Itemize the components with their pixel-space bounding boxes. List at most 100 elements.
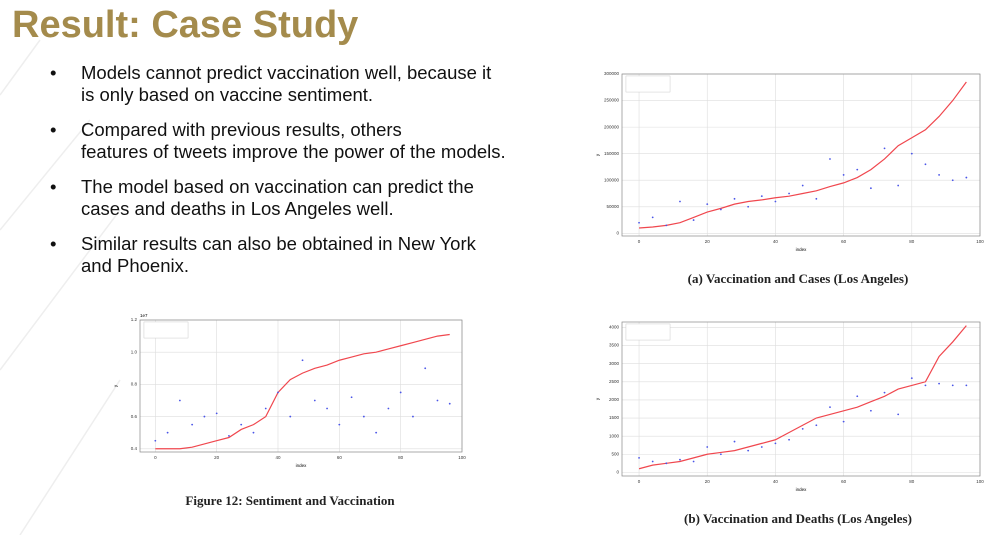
prediction-point bbox=[733, 197, 736, 200]
prediction-point bbox=[951, 179, 954, 182]
prediction-point bbox=[815, 424, 818, 427]
y-tick-label: 1.0 bbox=[131, 349, 138, 354]
y-tick-label: 500 bbox=[611, 451, 619, 456]
y-tick-label: 50000 bbox=[606, 204, 619, 209]
plot-frame bbox=[621, 73, 981, 237]
bullet-line: Compared with previous results, others bbox=[81, 119, 402, 140]
prediction-point bbox=[387, 407, 390, 410]
chart: 0 50000 100000 150000 200000 250000 300000 0 20 4… bbox=[595, 71, 984, 286]
prediction-point bbox=[829, 158, 831, 160]
y-tick-label: 0.6 bbox=[131, 414, 138, 419]
prediction-point bbox=[326, 407, 328, 410]
y-tick-label: 250000 bbox=[604, 98, 620, 103]
figure-caption: (b) Vaccination and Deaths (Los Angeles) bbox=[684, 511, 912, 526]
bullet-line: Similar results can also be obtained in … bbox=[81, 233, 476, 254]
prediction-point bbox=[154, 439, 157, 442]
x-tick-label: 0 bbox=[638, 479, 641, 484]
y-tick-label: 0 bbox=[616, 231, 619, 236]
bullet: Compared with previous results, othersfe… bbox=[50, 119, 570, 163]
prediction-point bbox=[747, 205, 750, 208]
prediction-point bbox=[362, 415, 365, 418]
plot-frame bbox=[139, 319, 463, 453]
bullet-list: Models cannot predict vaccination well, … bbox=[50, 62, 570, 290]
prediction-point bbox=[692, 219, 695, 221]
prediction-point bbox=[760, 195, 763, 198]
prediction-point bbox=[651, 460, 654, 463]
prediction-point bbox=[264, 407, 267, 410]
prediction-point bbox=[375, 431, 378, 434]
bullet-line: and Phoenix. bbox=[81, 255, 190, 276]
prediction-point bbox=[938, 382, 940, 385]
prediction-point bbox=[638, 456, 640, 459]
legend-box bbox=[625, 75, 671, 93]
prediction-point bbox=[801, 184, 804, 187]
prediction-point bbox=[289, 415, 292, 418]
prediction-point bbox=[883, 147, 886, 150]
chart: 0 500 1000 1500 2000 2500 3000 3500 4000 0 20 40 60 8… bbox=[595, 321, 984, 526]
x-tick-label: 80 bbox=[398, 455, 404, 460]
prediction-point bbox=[301, 359, 304, 362]
prediction-point bbox=[788, 192, 790, 195]
prediction-point bbox=[679, 458, 681, 461]
prediction-point bbox=[965, 384, 968, 387]
bullet: Similar results can also be obtained in … bbox=[50, 233, 570, 277]
y-tick-label: 1500 bbox=[609, 415, 620, 420]
prediction-point bbox=[203, 415, 206, 418]
prediction-point bbox=[842, 420, 845, 423]
prediction-point bbox=[350, 396, 353, 399]
figure-caption: (a) Vaccination and Cases (Los Angeles) bbox=[688, 271, 909, 286]
prediction-point bbox=[651, 216, 654, 219]
x-tick-label: 20 bbox=[705, 479, 711, 484]
x-tick-label: 40 bbox=[275, 455, 281, 460]
prediction-point bbox=[424, 367, 427, 370]
bullet: The model based on vaccination can predi… bbox=[50, 176, 570, 220]
prediction-point bbox=[733, 440, 736, 443]
y-tick-label: 4000 bbox=[609, 325, 620, 330]
prediction-point bbox=[692, 460, 695, 463]
prediction-point bbox=[436, 399, 439, 402]
plot-frame bbox=[621, 321, 981, 477]
prediction-point bbox=[215, 412, 218, 415]
prediction-point bbox=[910, 152, 913, 155]
x-tick-label: 20 bbox=[705, 239, 711, 244]
prediction-point bbox=[774, 442, 777, 445]
x-tick-label: 0 bbox=[638, 239, 641, 244]
prediction-point bbox=[842, 174, 845, 176]
y-tick-label: 200000 bbox=[604, 124, 620, 129]
y-tick-label: 2000 bbox=[609, 397, 620, 402]
series-line bbox=[638, 325, 967, 470]
prediction-point bbox=[801, 427, 804, 430]
prediction-point bbox=[228, 435, 230, 437]
prediction-point bbox=[951, 384, 954, 387]
y-offset-label: 1e7 bbox=[140, 313, 148, 318]
prediction-point bbox=[448, 402, 451, 405]
x-tick-label: 40 bbox=[773, 479, 779, 484]
figure-caption: Figure 12: Sentiment and Vaccination bbox=[185, 493, 395, 508]
y-tick-label: 300000 bbox=[604, 71, 620, 76]
prediction-point bbox=[166, 431, 169, 434]
prediction-point bbox=[178, 399, 181, 402]
x-tick-label: 0 bbox=[154, 455, 157, 460]
bullet: Models cannot predict vaccination well, … bbox=[50, 62, 570, 106]
x-tick-label: 100 bbox=[458, 455, 466, 460]
series-line bbox=[639, 81, 967, 229]
prediction-point bbox=[910, 377, 913, 380]
prediction-point bbox=[747, 449, 750, 452]
prediction-point bbox=[829, 406, 831, 409]
y-tick-label: 1.2 bbox=[131, 317, 138, 322]
x-tick-label: 20 bbox=[214, 455, 220, 460]
prediction-point bbox=[277, 391, 279, 394]
prediction-point bbox=[938, 174, 940, 176]
prediction-point bbox=[313, 399, 316, 402]
prediction-point bbox=[719, 453, 722, 456]
prediction-point bbox=[924, 163, 927, 166]
legend-box bbox=[143, 321, 189, 339]
slide-title: Result: Case Study bbox=[12, 4, 359, 46]
x-axis-label: index bbox=[796, 487, 808, 492]
bullet-line: is only based on vaccine sentiment. bbox=[81, 84, 374, 105]
prediction-point bbox=[897, 413, 900, 416]
y-tick-label: 0 bbox=[616, 470, 619, 475]
